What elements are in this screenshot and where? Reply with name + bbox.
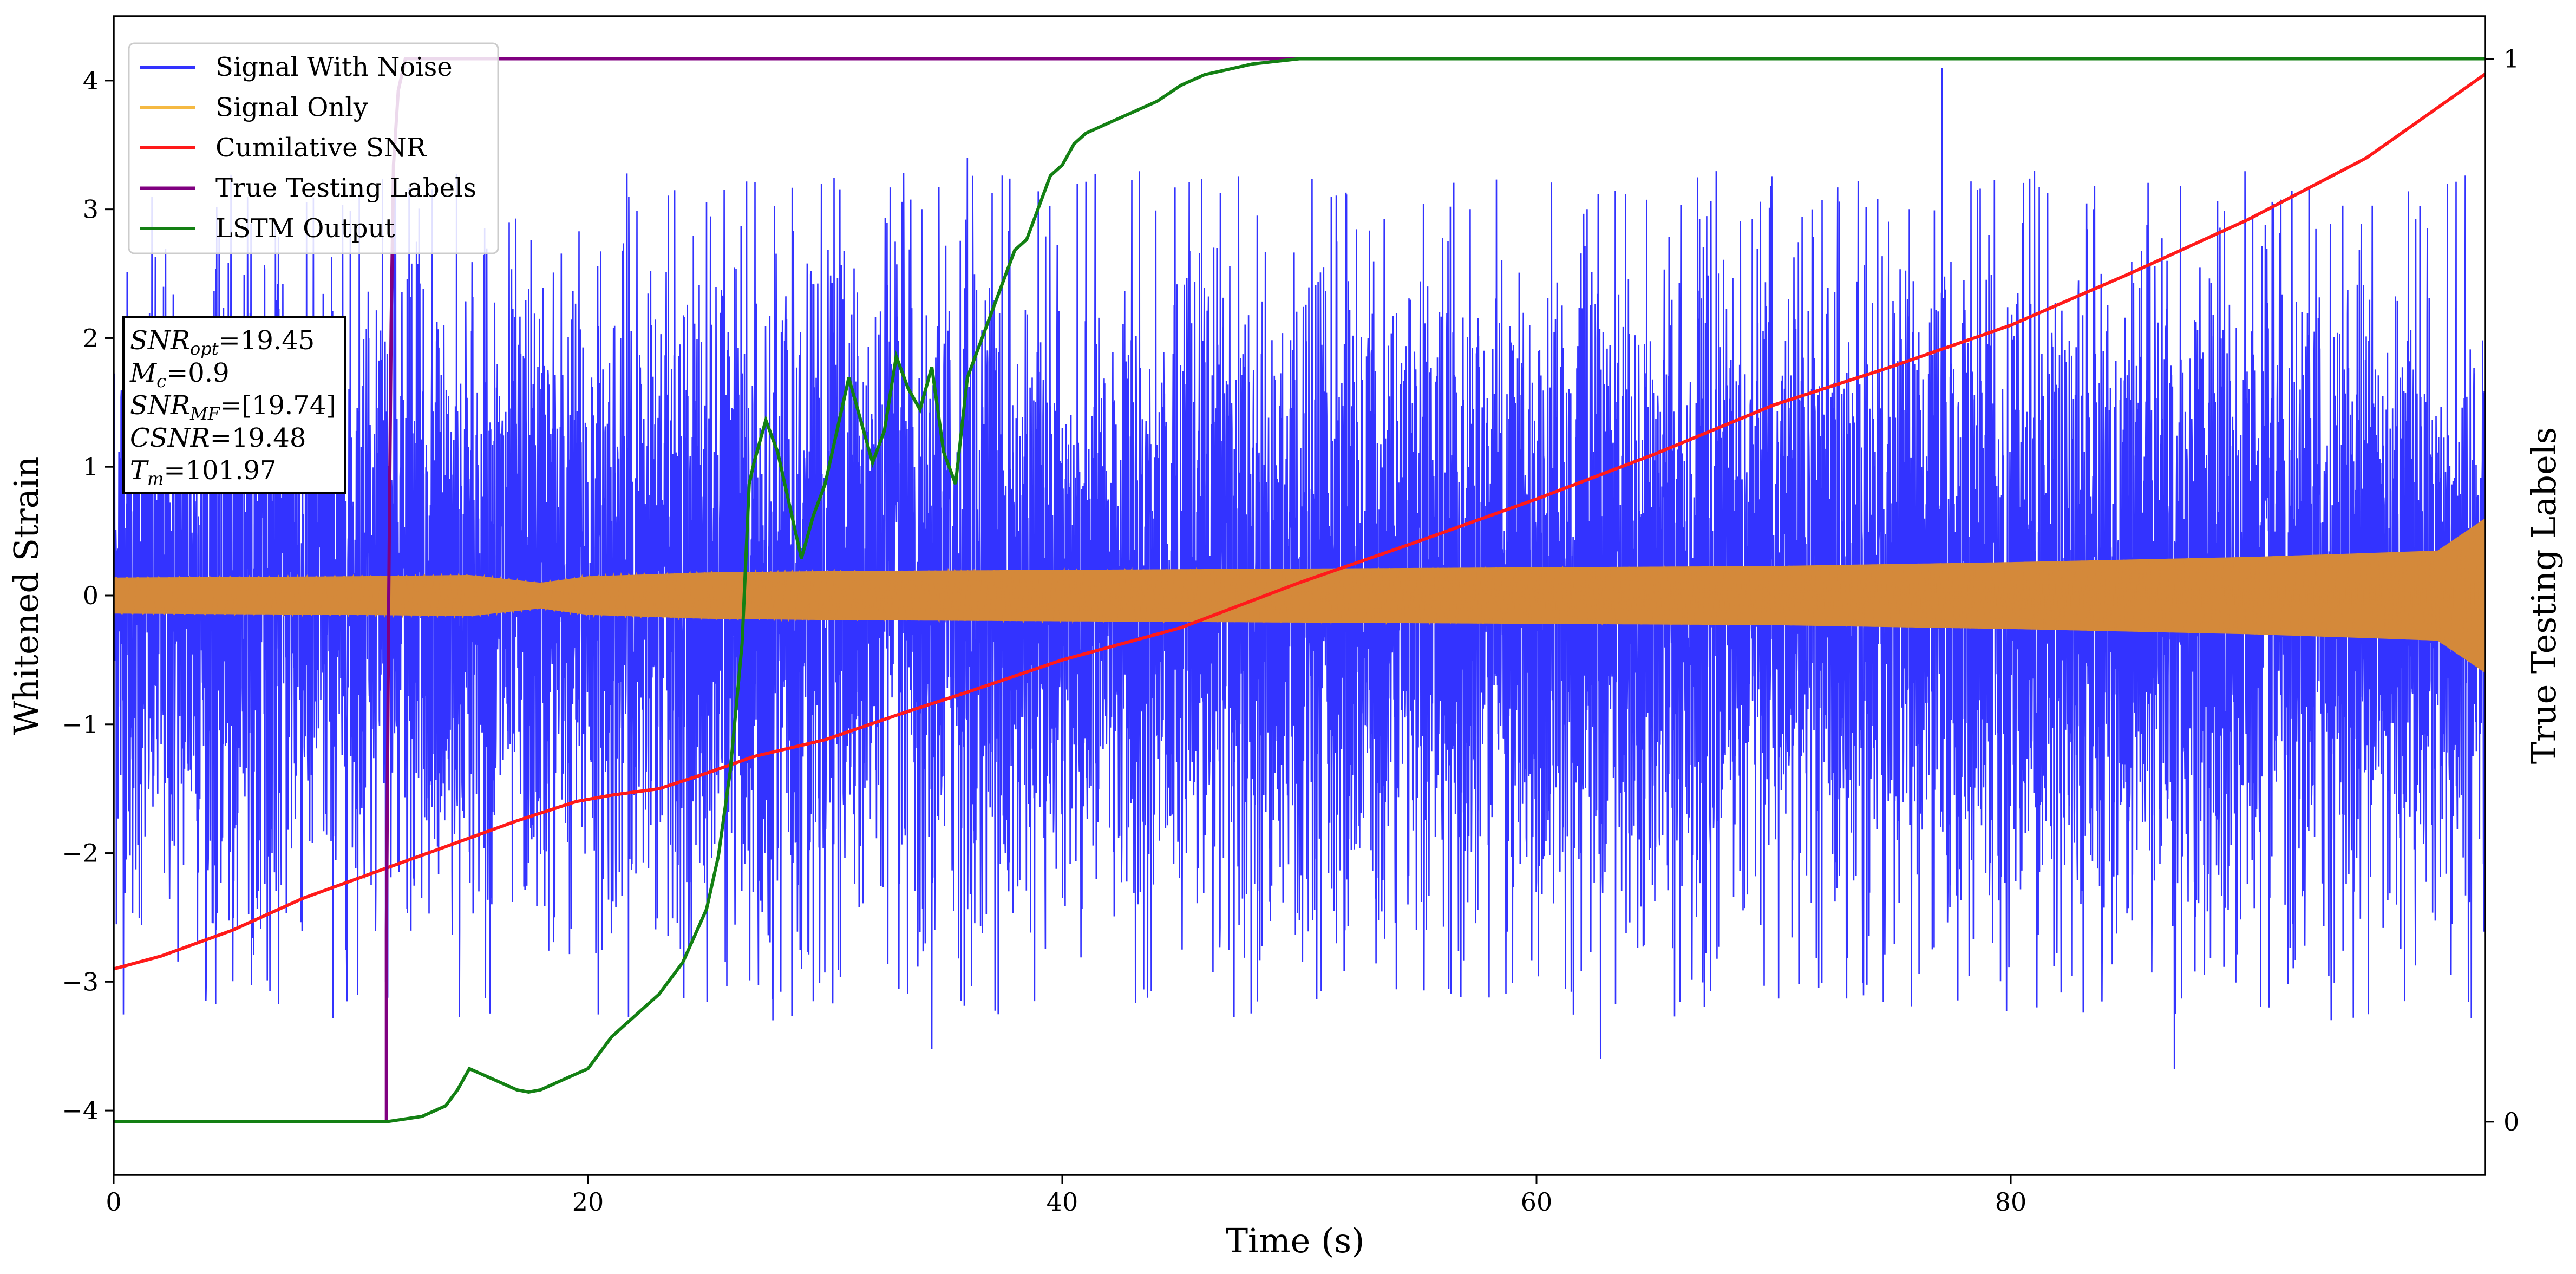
x-tick-label: 80	[1995, 1187, 2027, 1217]
info-box-frame	[122, 316, 346, 494]
legend-label: Cumilative SNR	[215, 133, 427, 163]
x-tick-label: 60	[1521, 1187, 1553, 1217]
y-tick-label: −4	[62, 1096, 99, 1125]
y-axis-ticks: −4 −3 −2 −1 0 1 2 3 4	[62, 66, 114, 1125]
plot-area	[114, 57, 2485, 1123]
y-tick-label: −3	[62, 967, 99, 996]
legend-label: LSTM Output	[215, 213, 395, 244]
y-tick-label: 1	[83, 452, 99, 481]
legend-box	[128, 42, 499, 254]
y-tick-label: 0	[83, 581, 99, 610]
y-tick-label: −2	[62, 839, 99, 868]
cumulative-snr-line	[114, 73, 2485, 971]
y-axis-title: Whitened Strain	[6, 456, 46, 735]
info-tm: Tm=101.97	[130, 455, 277, 489]
x-axis-title: Time (s)	[1226, 1221, 1365, 1260]
signal-with-noise-series	[114, 68, 2485, 1070]
right-tick-label: 1	[2503, 44, 2519, 74]
x-tick-label: 0	[106, 1187, 121, 1217]
legend: Signal With Noise Signal Only Cumilative S…	[128, 42, 499, 254]
signal-only-trace	[114, 521, 2485, 670]
y-tick-label: 4	[83, 66, 99, 95]
y-tick-label: 3	[83, 195, 99, 224]
x-axis-ticks: 0 20 40 60 80	[106, 1175, 2026, 1217]
info-snr-opt: SNRopt=19.45	[130, 325, 315, 359]
signal-only-series	[114, 518, 2485, 673]
info-csnr: CSNR=19.48	[130, 423, 306, 453]
signal-with-noise-trace	[114, 68, 2485, 1070]
legend-label: Signal With Noise	[215, 52, 453, 82]
right-axis-ticks: 01	[2485, 44, 2519, 1136]
y-tick-label: 2	[83, 323, 99, 352]
right-axis-title: True Testing Labels	[2524, 427, 2564, 765]
info-box: SNRopt=19.45 Mc=0.9 SNRMF=[19.74] CSNR=1…	[122, 316, 346, 494]
x-tick-label: 20	[572, 1187, 604, 1217]
y-tick-label: −1	[62, 710, 99, 739]
x-tick-label: 40	[1047, 1187, 1078, 1217]
legend-items: Signal With Noise Signal Only Cumilative S…	[140, 52, 476, 244]
info-mc: Mc=0.9	[129, 358, 230, 391]
lstm-output-line	[114, 57, 2485, 1123]
info-snr-mf: SNRMF=[19.74]	[130, 390, 336, 424]
legend-label: True Testing Labels	[215, 173, 476, 204]
right-tick-label: 0	[2503, 1107, 2519, 1136]
legend-label: Signal Only	[215, 93, 368, 123]
